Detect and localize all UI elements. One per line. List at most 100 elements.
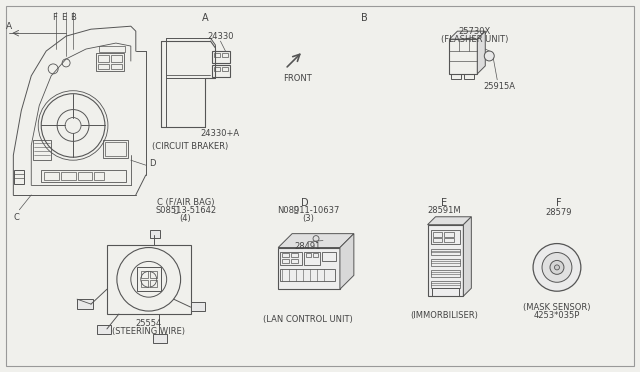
Circle shape	[542, 253, 572, 282]
Bar	[278, 247, 340, 289]
Bar	[103, 140, 128, 158]
Bar	[107, 244, 191, 314]
Bar	[141, 280, 148, 287]
Bar	[433, 238, 442, 241]
Circle shape	[533, 244, 581, 291]
Bar	[280, 251, 302, 265]
Polygon shape	[449, 31, 485, 39]
Text: S08513-51642: S08513-51642	[155, 206, 216, 215]
Bar	[98, 55, 109, 62]
Text: (CIRCUIT BRAKER): (CIRCUIT BRAKER)	[152, 142, 228, 151]
Text: A: A	[202, 13, 209, 23]
Polygon shape	[477, 31, 485, 74]
Bar	[33, 140, 51, 160]
Bar	[291, 259, 298, 263]
Text: 28591M: 28591M	[428, 206, 461, 215]
Bar	[96, 53, 124, 71]
Bar	[77, 299, 93, 309]
Bar	[150, 280, 157, 287]
Bar	[282, 259, 289, 263]
Bar	[313, 253, 318, 257]
Bar	[153, 334, 166, 343]
Polygon shape	[428, 217, 471, 225]
Bar	[428, 225, 463, 296]
Text: FRONT: FRONT	[283, 74, 312, 83]
Bar	[78, 172, 92, 180]
Text: (3): (3)	[302, 214, 314, 223]
Bar	[137, 267, 161, 291]
Bar	[214, 53, 220, 57]
Bar	[111, 55, 122, 62]
Bar	[97, 325, 111, 334]
Bar	[282, 253, 289, 257]
Text: E: E	[61, 13, 67, 22]
Text: 4253*035P: 4253*035P	[534, 311, 580, 320]
Text: E: E	[442, 198, 447, 208]
Text: 24330+A: 24330+A	[201, 129, 240, 138]
Bar	[111, 64, 122, 69]
Bar	[431, 248, 460, 256]
Bar	[212, 65, 230, 77]
Circle shape	[554, 265, 559, 270]
Bar	[214, 67, 220, 71]
Bar	[105, 142, 126, 156]
Bar	[431, 270, 460, 277]
Bar	[191, 302, 205, 311]
Bar	[433, 232, 442, 237]
Text: 25730X: 25730X	[458, 27, 490, 36]
Bar	[431, 288, 460, 296]
Polygon shape	[278, 234, 354, 247]
Bar	[465, 74, 474, 79]
Text: Ⓝ: Ⓝ	[294, 206, 298, 215]
Bar	[61, 172, 76, 180]
Bar	[304, 251, 320, 265]
Text: B: B	[362, 13, 368, 23]
Text: 24330: 24330	[207, 32, 234, 41]
Bar	[223, 53, 228, 57]
Bar	[291, 253, 298, 257]
Bar	[449, 39, 477, 74]
Bar	[444, 232, 454, 237]
Text: N08911-10637: N08911-10637	[277, 206, 339, 215]
Polygon shape	[463, 217, 471, 296]
Bar	[94, 172, 104, 180]
Text: (FLASHER UNIT): (FLASHER UNIT)	[440, 35, 508, 44]
Text: 25915A: 25915A	[483, 82, 515, 91]
Bar	[150, 230, 160, 238]
Text: C (F/AIR BAG): C (F/AIR BAG)	[157, 198, 214, 207]
Text: 28579: 28579	[546, 208, 572, 217]
Text: C: C	[13, 213, 19, 222]
Circle shape	[313, 235, 319, 241]
Bar	[141, 271, 148, 278]
Text: 28491: 28491	[295, 241, 321, 251]
Circle shape	[484, 51, 494, 61]
Bar	[150, 271, 157, 278]
Bar	[322, 251, 336, 262]
Text: A: A	[6, 22, 12, 31]
Circle shape	[550, 260, 564, 274]
Bar	[212, 51, 230, 63]
Text: F: F	[556, 198, 562, 208]
Bar	[44, 172, 59, 180]
Bar	[99, 46, 125, 52]
Bar	[98, 64, 109, 69]
Text: (4): (4)	[180, 214, 191, 223]
Text: D: D	[301, 198, 309, 208]
Bar	[451, 74, 461, 79]
Text: 25554: 25554	[136, 319, 162, 328]
Text: (MASK SENSOR): (MASK SENSOR)	[524, 303, 591, 312]
Bar	[223, 67, 228, 71]
Text: D: D	[148, 159, 156, 168]
Bar	[306, 253, 311, 257]
Text: B: B	[70, 13, 76, 22]
Text: (LAN CONTROL UNIT): (LAN CONTROL UNIT)	[263, 315, 353, 324]
Bar	[431, 259, 460, 266]
Text: F: F	[52, 13, 56, 22]
Bar	[280, 269, 335, 281]
Bar	[431, 230, 460, 244]
Text: (STEERING WIRE): (STEERING WIRE)	[112, 327, 185, 336]
Bar	[444, 238, 454, 241]
Text: (IMMORBILISER): (IMMORBILISER)	[410, 311, 478, 320]
Polygon shape	[340, 234, 354, 289]
Text: Ⓢ: Ⓢ	[173, 206, 178, 215]
